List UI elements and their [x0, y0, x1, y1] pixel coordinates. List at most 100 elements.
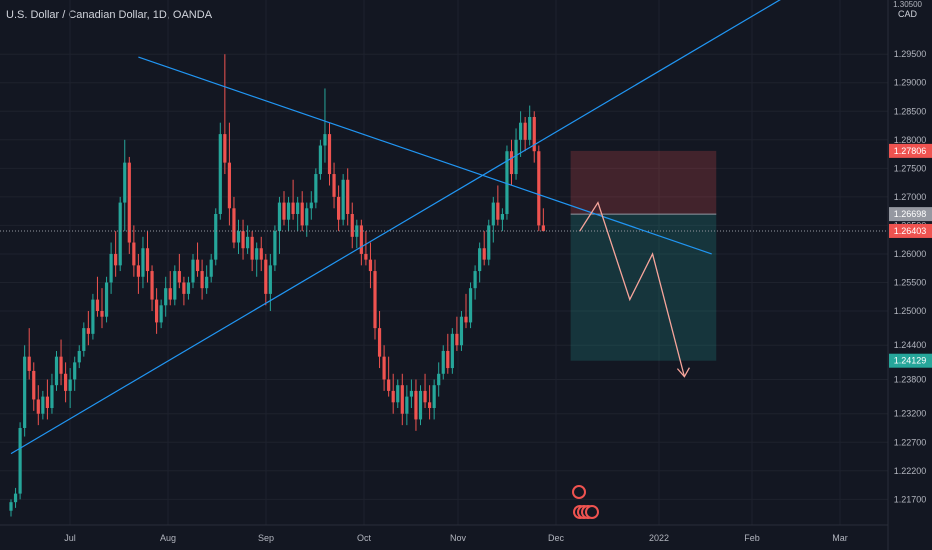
candle-body [532, 116, 536, 152]
candle-body [519, 122, 523, 140]
candle-body [423, 390, 427, 403]
candle-body [400, 385, 404, 414]
candle-body [455, 333, 459, 346]
candle-body [418, 390, 423, 420]
top-price-tick: 1.30500 [893, 0, 922, 9]
candle-body [377, 328, 382, 357]
candle-body [314, 174, 318, 203]
candle-body [473, 271, 477, 289]
y-tick-label: 1.21700 [894, 494, 927, 504]
candle-body [23, 356, 27, 428]
candle-body [509, 151, 514, 175]
candle-body [523, 122, 527, 140]
candle-body [205, 276, 209, 289]
x-tick-label: Sep [258, 533, 274, 543]
candle-body [177, 271, 181, 283]
candle-body [136, 265, 140, 277]
projection-arrowhead [676, 367, 690, 378]
currency-label: 1.30500 CAD [893, 0, 922, 19]
y-tick-label: 1.24400 [894, 340, 927, 350]
candle-body [127, 162, 131, 243]
x-tick-label: Dec [548, 533, 565, 543]
price-label-box [889, 223, 932, 238]
candle-body [464, 316, 468, 323]
y-tick-label: 1.29000 [894, 78, 927, 88]
x-tick-label: Jul [64, 533, 76, 543]
x-tick-label: Aug [160, 533, 176, 543]
candle-body [337, 196, 341, 220]
candle-body [514, 139, 518, 175]
candle-body [82, 328, 86, 351]
candle-body [541, 225, 545, 232]
candle-body [209, 259, 213, 277]
candle-body [50, 385, 54, 409]
candle-body [54, 356, 59, 386]
x-tick-label: Nov [450, 533, 467, 543]
price-label-box [889, 207, 932, 222]
candle-body [468, 288, 473, 323]
y-tick-label: 1.26000 [894, 249, 927, 259]
candle-body [291, 202, 295, 214]
candle-body [341, 179, 345, 220]
candle-body [387, 379, 391, 391]
candle-body [496, 202, 500, 220]
candle-body [327, 134, 332, 175]
candle-body [186, 282, 191, 294]
candle-body [241, 231, 245, 249]
candle-body [45, 396, 49, 409]
candle-body [150, 271, 154, 300]
candle-body [478, 248, 482, 272]
candle-body [141, 248, 145, 277]
trendline [138, 56, 712, 255]
candle-body [309, 202, 313, 209]
candle-body [350, 213, 354, 237]
chart-title: U.S. Dollar / Canadian Dollar, 1D, OANDA [6, 9, 213, 21]
candle-body [459, 316, 464, 346]
candle-body [487, 225, 491, 260]
y-tick-label: 1.27500 [894, 163, 927, 173]
candle-body [73, 362, 77, 380]
candle-body [300, 202, 304, 226]
candle-body [118, 202, 122, 266]
candle-body [305, 208, 309, 226]
candle-body [323, 134, 327, 146]
y-tick-label: 1.23200 [894, 409, 927, 419]
x-tick-label: Oct [357, 533, 372, 543]
candle-body [109, 253, 113, 283]
candle-body [91, 299, 95, 334]
candle-body [41, 396, 45, 414]
candle-body [500, 213, 504, 220]
candle-body [277, 202, 282, 232]
candle-body [114, 253, 118, 266]
y-tick-label: 1.25500 [894, 277, 927, 287]
take-profit-zone [570, 214, 717, 361]
candle-body [482, 248, 486, 260]
candle-body [13, 493, 18, 503]
candle-body [268, 265, 272, 294]
candle-body [145, 248, 150, 272]
candle-body [414, 390, 418, 420]
projection-path [579, 201, 686, 377]
candle-body [364, 253, 368, 260]
y-tick-label: 1.22200 [894, 466, 927, 476]
candle-body [95, 299, 100, 312]
y-tick-label: 1.23800 [894, 374, 927, 384]
candle-body [132, 242, 136, 266]
y-tick-label: 1.28000 [894, 135, 927, 145]
trendline [10, 0, 781, 455]
candle-body [409, 390, 413, 397]
candle-body [450, 333, 454, 369]
price-label: 1.26403 [894, 226, 927, 236]
x-tick-label: Mar [832, 533, 848, 543]
candle-body [182, 282, 186, 294]
candle-body [123, 162, 127, 203]
candle-body [164, 288, 168, 306]
stop-loss-zone [570, 150, 717, 215]
candle-body [232, 208, 236, 243]
candle-body [159, 305, 163, 323]
candle-body [168, 288, 172, 300]
y-tick-label: 1.25000 [894, 306, 927, 316]
candle-body [18, 427, 22, 494]
candle-body [491, 202, 495, 226]
